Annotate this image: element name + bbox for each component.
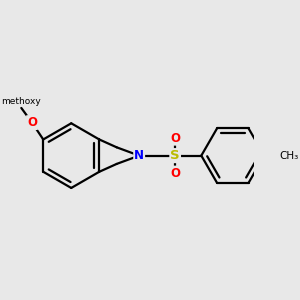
Text: S: S bbox=[170, 149, 180, 162]
Text: O: O bbox=[27, 116, 37, 129]
Text: O: O bbox=[170, 167, 180, 180]
Text: methoxy: methoxy bbox=[2, 97, 41, 106]
Text: O: O bbox=[170, 132, 180, 145]
Text: CH₃: CH₃ bbox=[280, 151, 299, 160]
Text: N: N bbox=[134, 149, 144, 162]
